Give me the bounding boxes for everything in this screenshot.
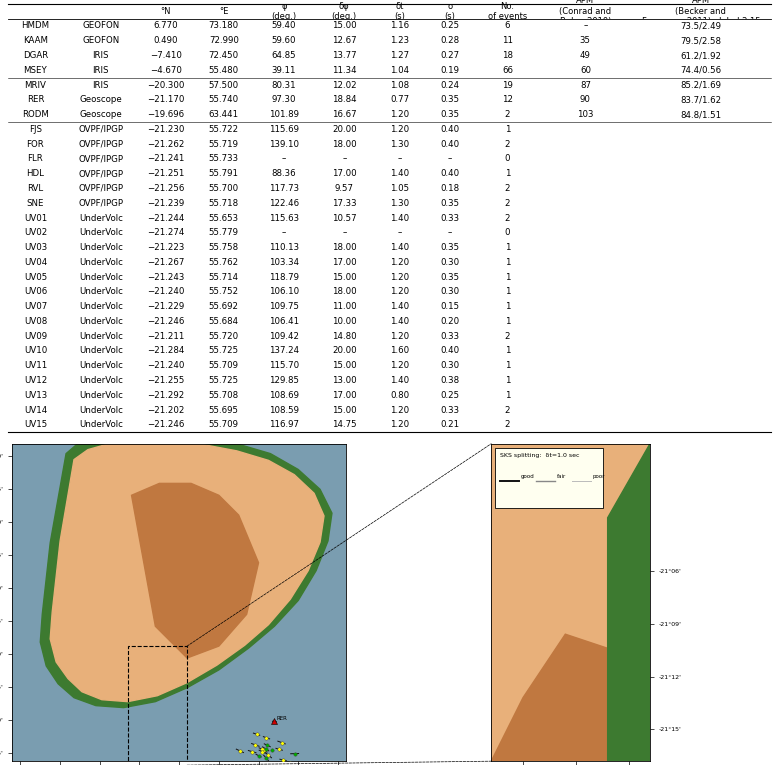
Text: SKS splitting:  δt=1.0 sec: SKS splitting: δt=1.0 sec [499,454,580,458]
Polygon shape [608,444,650,761]
Text: RER: RER [277,716,287,721]
Polygon shape [132,483,259,658]
Text: good: good [521,474,534,479]
Text: fair: fair [557,474,566,479]
Text: poor: poor [593,474,605,479]
Polygon shape [41,431,332,708]
FancyBboxPatch shape [495,448,604,508]
Polygon shape [492,634,650,761]
Bar [128,646,187,765]
Polygon shape [50,440,324,702]
